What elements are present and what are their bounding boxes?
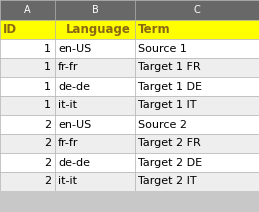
Text: Language: Language <box>66 23 131 36</box>
Bar <box>55 96 135 115</box>
Text: Target 2 FR: Target 2 FR <box>138 138 201 148</box>
Bar <box>55 58 135 77</box>
Text: it-it: it-it <box>58 100 77 110</box>
Bar <box>135 0 259 20</box>
Bar <box>135 77 259 96</box>
Bar <box>135 58 259 77</box>
Text: 1: 1 <box>44 81 51 92</box>
Text: en-US: en-US <box>58 43 91 53</box>
Bar <box>55 115 135 134</box>
Text: Target 2 DE: Target 2 DE <box>138 158 202 167</box>
Text: en-US: en-US <box>58 120 91 130</box>
Bar <box>135 39 259 58</box>
Text: 2: 2 <box>44 158 51 167</box>
Text: fr-fr: fr-fr <box>58 63 78 73</box>
Text: Target 1 IT: Target 1 IT <box>138 100 197 110</box>
Text: Term: Term <box>138 23 171 36</box>
Bar <box>55 20 135 39</box>
Text: it-it: it-it <box>58 177 77 187</box>
Bar <box>135 134 259 153</box>
Bar <box>0 115 55 134</box>
Bar <box>0 58 55 77</box>
Text: de-de: de-de <box>58 81 90 92</box>
Bar <box>55 0 135 20</box>
Bar <box>55 134 135 153</box>
Bar <box>0 172 55 191</box>
Bar <box>0 153 55 172</box>
Text: B: B <box>92 5 98 15</box>
Text: Source 1: Source 1 <box>138 43 187 53</box>
Bar <box>55 39 135 58</box>
Bar <box>135 115 259 134</box>
Bar <box>135 96 259 115</box>
Text: 1: 1 <box>44 100 51 110</box>
Bar <box>135 172 259 191</box>
Text: de-de: de-de <box>58 158 90 167</box>
Bar <box>0 20 55 39</box>
Text: fr-fr: fr-fr <box>58 138 78 148</box>
Bar <box>55 153 135 172</box>
Bar <box>0 77 55 96</box>
Text: 1: 1 <box>44 43 51 53</box>
Bar <box>55 77 135 96</box>
Text: 2: 2 <box>44 177 51 187</box>
Text: Source 2: Source 2 <box>138 120 187 130</box>
Bar <box>55 172 135 191</box>
Text: Target 1 FR: Target 1 FR <box>138 63 201 73</box>
Text: A: A <box>24 5 31 15</box>
Text: 2: 2 <box>44 138 51 148</box>
Text: Target 1 DE: Target 1 DE <box>138 81 202 92</box>
Bar <box>0 96 55 115</box>
Bar <box>135 153 259 172</box>
Bar <box>0 39 55 58</box>
Bar <box>135 20 259 39</box>
Text: 2: 2 <box>44 120 51 130</box>
Bar <box>0 191 259 212</box>
Bar <box>0 134 55 153</box>
Text: 1: 1 <box>44 63 51 73</box>
Text: Target 2 IT: Target 2 IT <box>138 177 197 187</box>
Text: C: C <box>194 5 200 15</box>
Text: ID: ID <box>3 23 17 36</box>
Bar <box>0 0 55 20</box>
